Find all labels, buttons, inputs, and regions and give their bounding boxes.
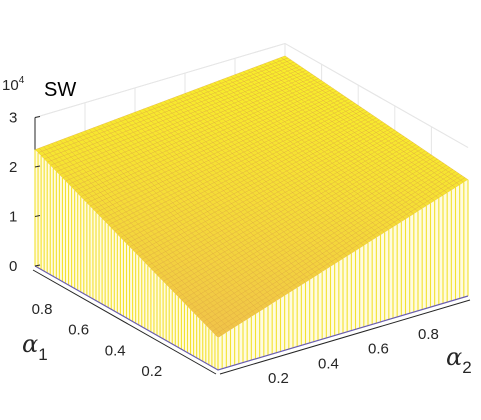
x-tick-label: 0.4 [318, 355, 339, 372]
x-tick-label: 0.6 [368, 341, 389, 358]
z-tick-label: 2 [9, 159, 17, 176]
x-tick-label: 0.2 [268, 370, 289, 387]
y-tick-label: 0.2 [141, 363, 162, 380]
surface-mesh [34, 55, 469, 371]
x-tick-label: 0.8 [418, 326, 439, 343]
y-tick-label: 0.6 [68, 322, 89, 339]
y-axis-line [32, 269, 217, 375]
chart-title: SW [44, 79, 76, 101]
x-axis-line [219, 299, 471, 375]
z-exponent-base: 10 [2, 77, 19, 94]
y-tick-label: 0.8 [32, 301, 53, 318]
y-axis-label: α1 [22, 330, 48, 364]
z-tick-label: 0 [9, 258, 17, 275]
z-tick-label: 3 [9, 110, 17, 127]
z-exponent-power: 4 [19, 75, 25, 86]
x-axis-name: α [446, 343, 462, 371]
y-axis-subscript: 1 [38, 345, 47, 364]
y-tick-label: 0.4 [105, 342, 126, 359]
x-axis-label: α2 [446, 343, 472, 377]
z-exponent-label: 104 [2, 75, 25, 94]
y-axis-name: α [22, 330, 38, 358]
x-axis-subscript: 2 [462, 358, 471, 377]
z-tick [34, 116, 41, 118]
z-tick-label: 1 [9, 209, 17, 226]
